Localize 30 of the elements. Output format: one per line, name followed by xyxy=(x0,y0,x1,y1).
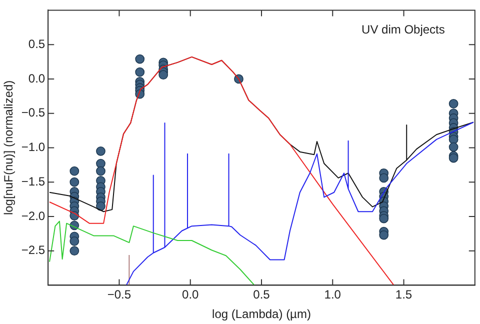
point xyxy=(379,214,389,224)
y-tick-label: −0.5 xyxy=(21,106,46,120)
point xyxy=(96,166,106,176)
text: UV dim Objects xyxy=(362,22,445,37)
point xyxy=(448,99,458,108)
y-tick-label: −2.5 xyxy=(21,243,46,258)
x-tick-label: 0.0 xyxy=(182,288,200,302)
point xyxy=(96,201,106,211)
point xyxy=(96,146,106,156)
point xyxy=(379,230,389,240)
point xyxy=(135,67,145,77)
x-tick-label: 1.0 xyxy=(324,288,342,302)
x-tick-label: −0.5 xyxy=(107,288,132,302)
point xyxy=(70,177,80,187)
x-axis-title: log (Lambda) (µm) xyxy=(212,307,311,322)
point xyxy=(70,246,80,256)
y-tick-label: 0.5 xyxy=(28,36,46,51)
y-tick-label: −2.0 xyxy=(21,208,46,223)
y-axis-title: log[nuF(nu)] (normalized) xyxy=(2,80,16,216)
y-tick-label: 0.0 xyxy=(28,71,46,86)
point xyxy=(158,70,168,80)
point xyxy=(379,173,389,183)
y-tick-label: −1.0 xyxy=(21,140,46,154)
x-tick-label: 0.5 xyxy=(253,288,270,302)
x-tick-label: 1.5 xyxy=(395,288,412,302)
y-tick-label: −1.5 xyxy=(21,174,46,188)
point xyxy=(135,54,145,64)
point xyxy=(448,142,458,152)
point xyxy=(70,166,80,176)
point xyxy=(70,236,80,246)
